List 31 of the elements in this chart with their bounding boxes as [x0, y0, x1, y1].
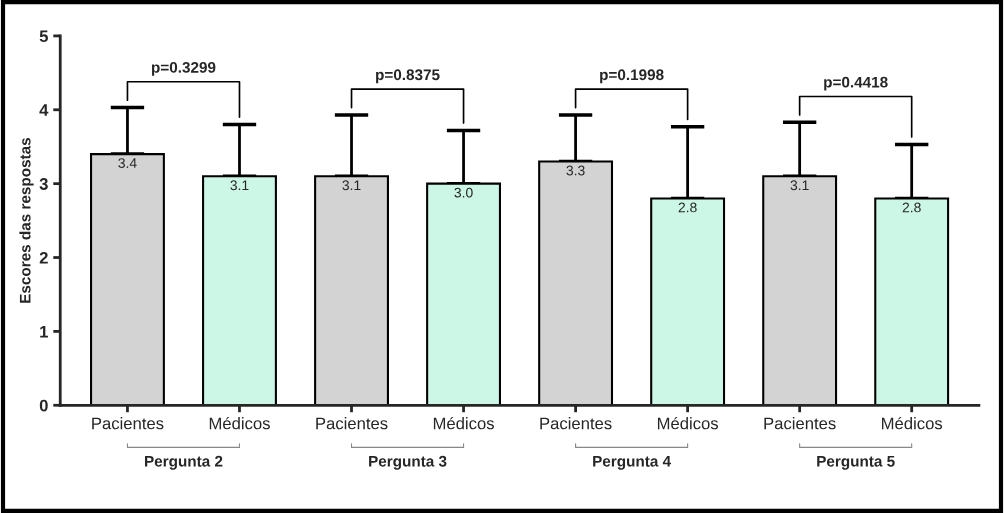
annotation: p=0.3299 — [151, 61, 216, 76]
y-tick-label: 4 — [39, 104, 49, 116]
data-label: 3.1 — [790, 180, 809, 191]
annotation: p=0.8375 — [376, 69, 440, 84]
data-label: 2.8 — [902, 202, 921, 213]
x-tick-label: Pacientes — [764, 417, 836, 430]
y-axis-title: Escores das respostas — [19, 137, 34, 303]
data-label: 3.1 — [230, 180, 249, 191]
data-label: 3.0 — [454, 187, 473, 198]
x-tick-label: Médicos — [433, 416, 494, 430]
data-label: 2.8 — [678, 202, 697, 213]
x-tick-label: Médicos — [657, 416, 719, 430]
x-tick-label: Pacientes — [540, 417, 612, 430]
y-tick-label: 3 — [39, 178, 48, 190]
y-tick-label: 1 — [40, 325, 48, 338]
data-label: 3.1 — [342, 180, 361, 191]
x-tick-label: Médicos — [209, 416, 270, 430]
text: Pergunta 3 — [369, 455, 447, 470]
text: Pergunta 5 — [817, 456, 895, 470]
y-tick-label: 2 — [39, 251, 48, 264]
y-tick-label: 5 — [39, 30, 48, 43]
x-tick-label: Médicos — [882, 416, 943, 430]
annotation: p=0.1998 — [600, 69, 664, 84]
x-tick-label: Pacientes — [316, 417, 388, 430]
data-label: 3.3 — [566, 165, 585, 176]
y-tick-label: 0 — [39, 399, 48, 412]
text: Pergunta 2 — [145, 455, 223, 470]
x-tick-label: Pacientes — [92, 417, 164, 430]
data-label: 3.4 — [118, 158, 137, 168]
text: Pergunta 4 — [593, 456, 671, 470]
annotation: p=0.4418 — [824, 76, 888, 91]
